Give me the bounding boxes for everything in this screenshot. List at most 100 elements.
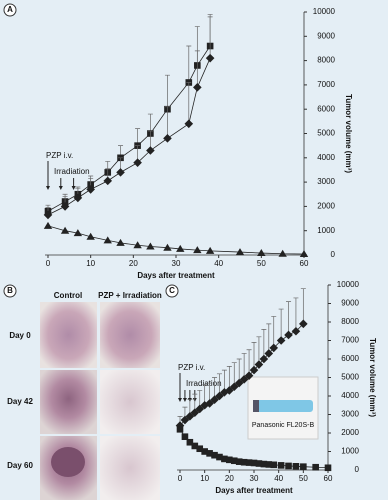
x-axis-label: Days after treatment [215,486,293,495]
marker [299,319,308,329]
error-bar [241,353,247,380]
annotation: Irradiation [186,379,222,388]
marker [116,238,125,246]
y-tick-label: 10000 [337,280,360,289]
marker [73,229,83,237]
marker [211,451,218,459]
y-tick-label: 0 [355,465,360,474]
error-bar [164,106,170,139]
panel-badge [3,284,17,298]
marker [292,463,300,470]
marker [225,386,234,395]
marker [185,412,195,421]
y-tick-label: 1000 [341,447,359,456]
photo [100,436,160,500]
marker [284,330,293,340]
x-axis-label: Days after treatment [137,271,215,280]
y-tick-label: 5000 [341,373,359,382]
marker [255,460,263,467]
tumor [51,447,85,477]
arrow-head [46,186,50,190]
marker [176,426,184,433]
inset-label: Panasonic FL20S-B [252,422,315,429]
marker [176,244,185,252]
x-tick-label: 40 [214,259,223,268]
y-tick-label: 4000 [317,153,335,162]
y-axis-label: Tumor volume (mm³) [344,94,353,173]
panel-label: B [7,286,13,295]
photo-grid [40,302,160,500]
error-bar [261,329,267,359]
marker [184,119,194,129]
marker [250,459,258,467]
marker [163,134,172,143]
x-tick-label: 30 [250,474,259,483]
row-label: Day 60 [7,461,33,470]
error-bar [186,82,192,124]
marker [312,463,319,471]
x-tick-label: 40 [274,474,283,483]
marker [43,210,53,220]
error-bar [164,74,170,110]
y-tick-label: 3000 [341,410,359,419]
series-line [47,225,305,255]
y-tick-label: 9000 [317,31,335,40]
y-tick-label: 6000 [341,354,359,363]
marker [133,158,142,167]
x-tick-label: 60 [300,259,309,268]
marker [196,445,204,453]
error-bar [256,336,262,365]
marker [146,242,155,250]
series [45,14,213,212]
x-tick-label: 20 [129,259,138,268]
y-tick-label: 2000 [341,428,359,437]
error-bar [293,297,299,332]
y-tick-label: 8000 [341,317,359,326]
marker [278,249,287,257]
marker [249,365,259,375]
column-header: PZP + Irradiation [98,291,162,300]
marker [205,399,214,408]
error-bar [251,342,257,371]
marker [277,462,285,469]
x-tick-label: 10 [86,259,95,268]
error-bar [286,301,292,335]
y-tick-label: 7000 [317,80,335,89]
marker [260,460,268,468]
marker [133,241,142,249]
marker [180,415,190,425]
marker [244,371,254,380]
x-tick-label: 20 [225,474,234,483]
error-bar [300,288,306,324]
marker [257,249,266,257]
marker [220,388,229,397]
marker [193,246,202,254]
marker [205,53,215,63]
marker [191,442,199,450]
error-bar [207,16,213,59]
marker [229,382,239,392]
marker [240,458,248,466]
marker [221,455,228,463]
marker [235,248,245,256]
y-tick-label: 1000 [317,226,335,235]
x-tick-label: 10 [200,474,209,483]
lamp-cap [253,400,259,412]
marker [324,464,332,472]
marker [216,453,223,461]
marker [86,232,95,240]
marker [163,243,172,251]
marker [226,456,233,464]
error-bar [194,50,200,88]
y-tick-label: 9000 [341,299,359,308]
error-bar [271,316,277,348]
marker [239,375,249,384]
x-tick-label: 60 [324,474,333,483]
annotation: PZP i.v. [178,363,205,372]
marker [210,395,219,404]
arrow-head [71,186,76,190]
marker [86,185,95,194]
x-tick-label: 0 [46,259,51,268]
marker [146,146,155,155]
